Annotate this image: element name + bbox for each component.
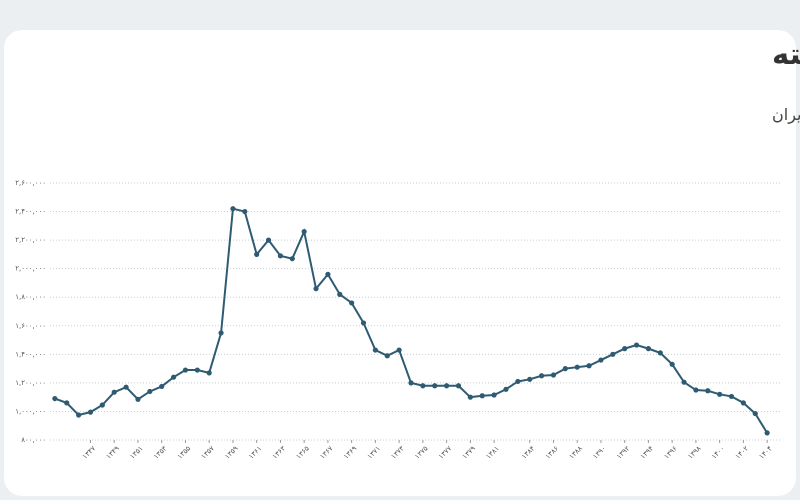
data-point	[337, 291, 343, 297]
data-point	[289, 256, 295, 262]
data-point	[194, 367, 200, 373]
data-point	[622, 346, 628, 352]
data-point	[574, 364, 580, 370]
data-point	[254, 251, 260, 257]
card	[4, 30, 796, 496]
data-point	[111, 389, 117, 395]
data-point	[503, 386, 509, 392]
y-tick-label: ۱,۶۰۰,۰۰۰	[15, 322, 46, 330]
data-point	[420, 383, 426, 389]
y-tick-label: ۱,۴۰۰,۰۰۰	[15, 350, 46, 358]
data-point	[705, 388, 711, 394]
y-tick-label: ۱,۰۰۰,۰۰۰	[15, 407, 46, 415]
data-point	[728, 393, 735, 400]
data-point	[159, 383, 165, 390]
data-point	[693, 387, 699, 393]
y-tick-label: ۲,۲۰۰,۰۰۰	[15, 236, 46, 244]
data-point	[87, 409, 94, 415]
data-point	[527, 376, 533, 382]
data-point	[372, 347, 378, 353]
data-point	[491, 392, 497, 398]
data-point	[669, 361, 675, 367]
data-point	[301, 228, 307, 235]
data-point	[99, 402, 105, 408]
data-point	[562, 366, 568, 372]
data-point	[135, 396, 141, 402]
y-tick-label: ۱,۲۰۰,۰۰۰	[15, 379, 46, 387]
data-point	[645, 346, 652, 352]
data-point	[76, 412, 82, 418]
data-point	[170, 374, 177, 380]
data-point	[218, 330, 224, 336]
data-point	[479, 393, 485, 399]
chart-title: آمار زادوولد ایران در ۷۰ سال گذشته	[772, 36, 800, 71]
data-point	[550, 372, 557, 378]
data-point	[681, 379, 687, 385]
data-point	[467, 394, 473, 400]
data-point	[242, 208, 248, 215]
data-point	[313, 286, 319, 292]
data-point	[206, 370, 212, 376]
data-point	[230, 206, 236, 212]
data-point	[657, 350, 663, 356]
data-point	[598, 357, 604, 363]
data-point	[538, 373, 545, 379]
data-point	[515, 378, 521, 385]
data-point	[265, 237, 272, 243]
y-tick-label: ۲,۶۰۰,۰۰۰	[15, 179, 46, 187]
data-point	[384, 353, 390, 359]
data-point	[396, 347, 402, 353]
data-point	[717, 391, 723, 397]
data-point	[408, 380, 414, 386]
y-tick-label: ۱,۸۰۰,۰۰۰	[15, 293, 46, 301]
data-point	[764, 430, 770, 436]
data-point	[325, 271, 331, 277]
data-point	[444, 383, 450, 389]
data-point	[277, 253, 284, 259]
data-point	[64, 400, 70, 406]
data-point	[740, 400, 746, 406]
data-point	[586, 363, 592, 369]
data-point	[633, 342, 640, 348]
data-point	[147, 388, 153, 395]
data-point	[182, 367, 189, 373]
data-point	[432, 383, 438, 389]
y-tick-label: ۲,۰۰۰,۰۰۰	[15, 265, 46, 273]
data-point	[610, 351, 616, 357]
y-tick-label: ۸۰۰,۰۰۰	[21, 436, 46, 444]
data-point	[752, 410, 758, 417]
data-point	[455, 383, 462, 389]
data-point	[123, 384, 129, 390]
data-point	[52, 395, 58, 402]
chart-subtitle: بر اساس داده‌های مرکز آمار و سازمان ثبت …	[772, 105, 800, 125]
data-point	[349, 300, 355, 306]
data-point	[360, 320, 367, 326]
y-tick-label: ۲,۴۰۰,۰۰۰	[15, 208, 46, 216]
